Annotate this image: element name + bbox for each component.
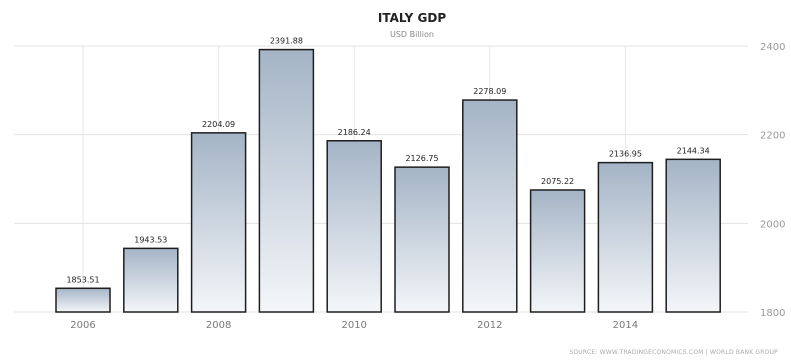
bar-2010 <box>326 140 382 313</box>
bar-2013 <box>529 189 586 313</box>
x-tick-label: 2012 <box>477 320 502 331</box>
data-label-2011: 2126.75 <box>405 154 438 163</box>
data-label-2006: 1853.51 <box>66 275 99 284</box>
y-axis: 1800 2000 2200 2400 <box>760 42 785 319</box>
bar-2012 <box>462 99 518 313</box>
x-tick-label: 2008 <box>206 320 231 331</box>
bar-2006 <box>55 287 111 313</box>
data-label-2012: 2278.09 <box>473 87 506 96</box>
data-label-2008: 2204.09 <box>202 120 235 129</box>
data-label-2007: 1943.53 <box>134 235 167 244</box>
x-tick-label: 2014 <box>613 320 638 331</box>
bar-2011 <box>394 166 450 313</box>
y-tick-label: 2000 <box>760 219 785 230</box>
bar-2015 <box>665 158 721 313</box>
y-tick-label: 2400 <box>760 42 785 53</box>
bar-2007 <box>123 247 179 313</box>
x-axis: 2006 2008 2010 2012 2014 <box>70 320 638 331</box>
x-tick-label: 2010 <box>341 320 366 331</box>
x-tick-label: 2006 <box>70 320 95 331</box>
data-label-2013: 2075.22 <box>541 177 574 186</box>
data-label-2009: 2391.88 <box>270 37 303 46</box>
source-note: SOURCE: WWW.TRADINGECONOMICS.COM | WORLD… <box>569 349 778 356</box>
chart-title: ITALY GDP <box>378 11 446 25</box>
data-labels: 1853.51 1943.53 2204.09 2391.88 2186.24 2126.… <box>66 37 709 285</box>
bars <box>55 48 721 313</box>
bar-2009 <box>258 48 315 313</box>
bar-2008 <box>190 132 247 313</box>
y-tick-label: 1800 <box>760 308 785 319</box>
chart-subtitle: USD Billion <box>390 30 434 39</box>
data-label-2014: 2136.95 <box>609 150 642 159</box>
bar-2014 <box>597 161 654 313</box>
data-label-2010: 2186.24 <box>338 128 371 137</box>
y-tick-label: 2200 <box>760 131 785 142</box>
data-label-2015: 2144.34 <box>677 146 710 155</box>
